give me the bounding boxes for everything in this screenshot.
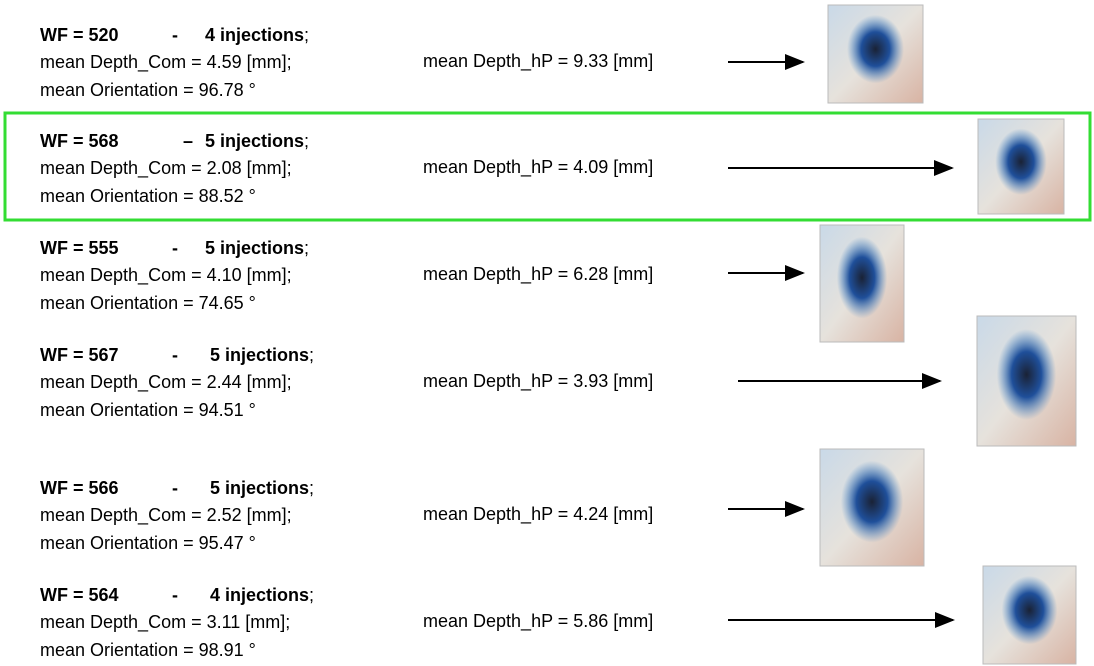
slide: WF = 520 - 4 injections; mean Depth_Com = 4…: [0, 0, 1094, 666]
depth-hp: mean Depth_hP = 6.28 [mm]: [423, 264, 653, 284]
injections: 5 injections: [210, 345, 309, 365]
separator: –: [183, 131, 193, 151]
orientation: mean Orientation = 96.78 °: [40, 80, 256, 100]
punctuation: ;: [304, 131, 309, 151]
image-stain: [997, 329, 1056, 420]
depth-hp: mean Depth_hP = 3.93 [mm]: [423, 371, 653, 391]
separator: -: [172, 478, 178, 498]
image-stain: [847, 15, 904, 84]
injections: 5 injections: [205, 131, 304, 151]
punctuation: ;: [309, 345, 314, 365]
punctuation: ;: [309, 585, 314, 605]
wf-label: WF = 568: [40, 131, 119, 151]
orientation: mean Orientation = 95.47 °: [40, 533, 256, 553]
depth-com: mean Depth_Com = 2.44 [mm];: [40, 372, 292, 392]
wf-label: WF = 564: [40, 585, 119, 605]
depth-hp: mean Depth_hP = 4.09 [mm]: [423, 157, 653, 177]
punctuation: ;: [309, 478, 314, 498]
image-stain: [837, 237, 887, 319]
wf-label: WF = 555: [40, 238, 119, 258]
punctuation: ;: [304, 238, 309, 258]
orientation: mean Orientation = 74.65 °: [40, 293, 256, 313]
depth-com: mean Depth_Com = 2.52 [mm];: [40, 505, 292, 525]
orientation: mean Orientation = 94.51 °: [40, 400, 256, 420]
separator: -: [172, 238, 178, 258]
image-stain: [995, 129, 1047, 196]
image-stain: [841, 461, 903, 543]
depth-com: mean Depth_Com = 2.08 [mm];: [40, 158, 292, 178]
depth-hp: mean Depth_hP = 5.86 [mm]: [423, 611, 653, 631]
injections: 5 injections: [205, 238, 304, 258]
punctuation: ;: [304, 25, 309, 45]
injections: 4 injections: [205, 25, 304, 45]
orientation: mean Orientation = 88.52 °: [40, 186, 256, 206]
injections: 5 injections: [210, 478, 309, 498]
separator: -: [172, 345, 178, 365]
injections: 4 injections: [210, 585, 309, 605]
wf-label: WF = 567: [40, 345, 119, 365]
separator: -: [172, 25, 178, 45]
depth-com: mean Depth_Com = 3.11 [mm];: [40, 612, 290, 632]
depth-hp: mean Depth_hP = 9.33 [mm]: [423, 51, 653, 71]
image-stain: [1002, 576, 1058, 645]
depth-hp: mean Depth_hP = 4.24 [mm]: [423, 504, 653, 524]
depth-com: mean Depth_Com = 4.59 [mm];: [40, 52, 292, 72]
orientation: mean Orientation = 98.91 °: [40, 640, 256, 660]
wf-label: WF = 566: [40, 478, 119, 498]
separator: -: [172, 585, 178, 605]
wf-label: WF = 520: [40, 25, 119, 45]
depth-com: mean Depth_Com = 4.10 [mm];: [40, 265, 292, 285]
